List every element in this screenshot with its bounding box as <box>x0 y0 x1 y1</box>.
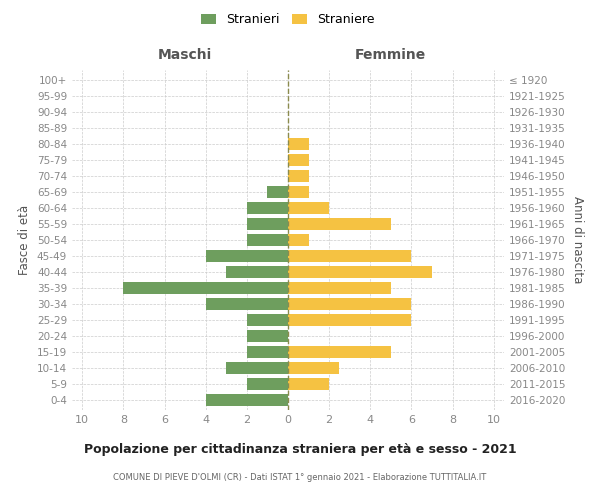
Bar <box>206 394 288 406</box>
Text: COMUNE DI PIEVE D'OLMI (CR) - Dati ISTAT 1° gennaio 2021 - Elaborazione TUTTITAL: COMUNE DI PIEVE D'OLMI (CR) - Dati ISTAT… <box>113 472 487 482</box>
Bar <box>288 362 340 374</box>
Y-axis label: Anni di nascita: Anni di nascita <box>571 196 584 284</box>
Bar <box>288 170 308 182</box>
Bar <box>288 298 412 310</box>
Bar <box>247 346 288 358</box>
Bar <box>247 218 288 230</box>
Bar <box>288 346 391 358</box>
Bar <box>288 314 412 326</box>
Text: Popolazione per cittadinanza straniera per età e sesso - 2021: Popolazione per cittadinanza straniera p… <box>83 442 517 456</box>
Bar <box>288 378 329 390</box>
Bar <box>288 218 391 230</box>
Bar <box>288 186 308 198</box>
Bar <box>288 282 391 294</box>
Bar <box>288 138 308 150</box>
Bar <box>247 378 288 390</box>
Bar <box>124 282 288 294</box>
Bar <box>206 298 288 310</box>
Y-axis label: Fasce di età: Fasce di età <box>19 205 31 275</box>
Bar <box>247 202 288 214</box>
Bar <box>288 154 308 166</box>
Bar <box>288 266 432 278</box>
Legend: Stranieri, Straniere: Stranieri, Straniere <box>196 8 380 31</box>
Text: Femmine: Femmine <box>355 48 427 62</box>
Bar <box>288 202 329 214</box>
Bar <box>268 186 288 198</box>
Bar <box>206 250 288 262</box>
Bar <box>226 362 288 374</box>
Bar <box>247 314 288 326</box>
Bar <box>288 234 308 246</box>
Text: Maschi: Maschi <box>158 48 212 62</box>
Bar <box>247 330 288 342</box>
Bar <box>288 250 412 262</box>
Bar <box>226 266 288 278</box>
Bar <box>247 234 288 246</box>
